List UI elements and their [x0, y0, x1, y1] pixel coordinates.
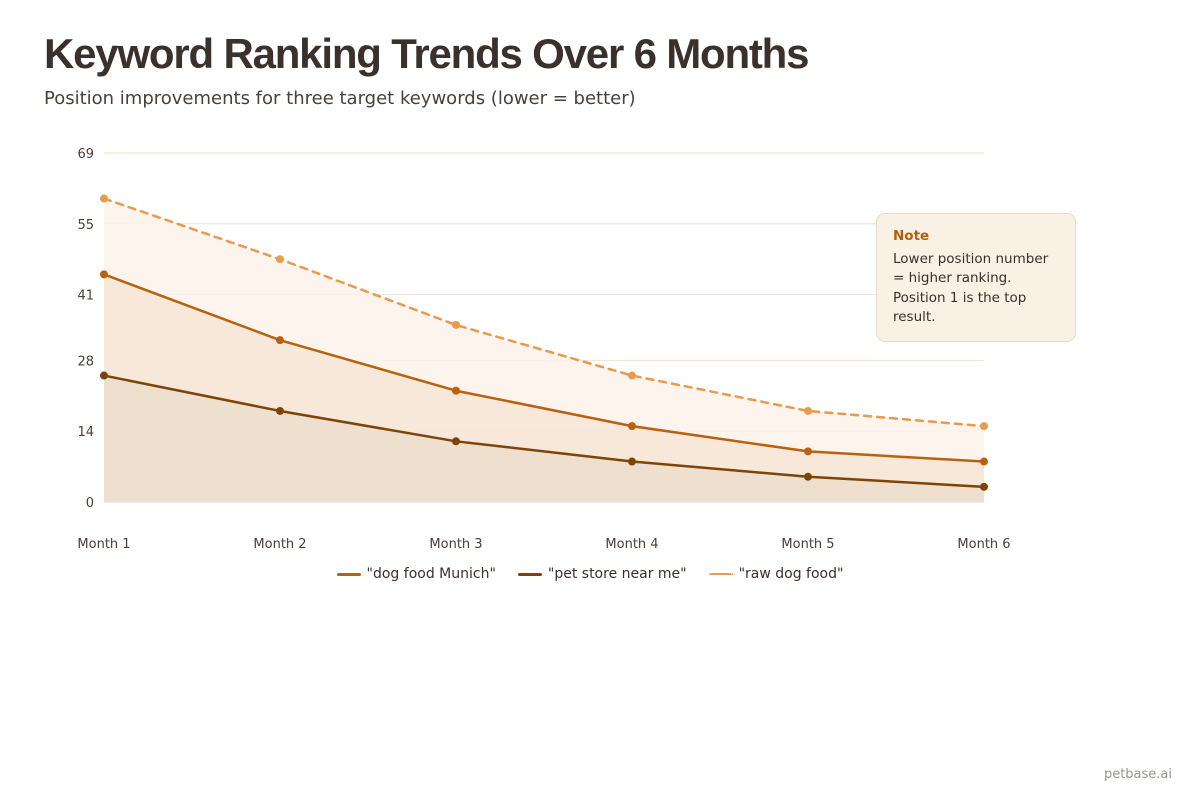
area-layer [104, 198, 984, 503]
data-point [628, 371, 636, 380]
y-tick-label: 28 [77, 354, 94, 369]
point-layer [100, 194, 988, 491]
legend-label: "raw dog food" [738, 566, 844, 582]
data-point [628, 422, 636, 431]
data-point [276, 406, 284, 415]
chart-legend: "dog food Munich" "pet store near me" "raw… [0, 566, 1180, 582]
legend-item: "raw dog food" [708, 566, 844, 582]
data-point [452, 386, 460, 395]
series-area [104, 375, 984, 502]
y-tick-label: 41 [77, 289, 94, 304]
x-tick-label: Month 5 [781, 537, 834, 552]
page-subtitle: Position improvements for three target k… [44, 88, 636, 109]
legend-item: "pet store near me" [517, 566, 687, 582]
x-axis-ticks: Month 1 Month 2 Month 3 Month 4 Month 5 Month… [77, 537, 1010, 552]
y-tick-label: 0 [86, 496, 94, 511]
data-point [100, 270, 108, 279]
y-axis-ticks: 0 14 28 41 55 69 [77, 147, 94, 511]
y-tick-label: 69 [77, 147, 94, 162]
note-text: Lower position number = higher ranking. … [893, 250, 1049, 326]
data-point [804, 406, 812, 415]
legend-label: "pet store near me" [547, 566, 687, 582]
series-line [102, 374, 986, 489]
page-title: Keyword Ranking Trends Over 6 Months [44, 30, 809, 77]
data-point [980, 482, 988, 491]
x-tick-label: Month 2 [253, 537, 306, 552]
legend-swatch [336, 572, 361, 576]
legend-swatch [517, 572, 542, 576]
data-point [628, 457, 636, 466]
brand-watermark: petbase.ai [1103, 767, 1172, 782]
x-tick-label: Month 4 [605, 537, 658, 552]
legend-item: "dog food Munich" [336, 566, 496, 582]
legend-swatch [708, 573, 733, 575]
data-point [980, 422, 988, 431]
y-tick-label: 55 [77, 218, 94, 233]
x-tick-label: Month 3 [429, 537, 482, 552]
legend-label: "dog food Munich" [366, 566, 496, 582]
data-point [100, 194, 108, 203]
data-point [276, 255, 284, 264]
series-line [102, 273, 986, 463]
y-tick-label: 14 [77, 425, 94, 440]
x-tick-label: Month 6 [957, 537, 1010, 552]
series-line [102, 197, 986, 428]
line-layer [102, 197, 986, 489]
data-point [980, 457, 988, 466]
data-point [276, 336, 284, 345]
data-point [452, 437, 460, 446]
data-point [804, 472, 812, 481]
note-title: Note [893, 228, 930, 244]
data-point [804, 447, 812, 456]
note-box: Note Lower position number = higher rank… [876, 213, 1076, 342]
data-point [452, 320, 460, 329]
x-tick-label: Month 1 [77, 537, 130, 552]
data-point [100, 371, 108, 380]
